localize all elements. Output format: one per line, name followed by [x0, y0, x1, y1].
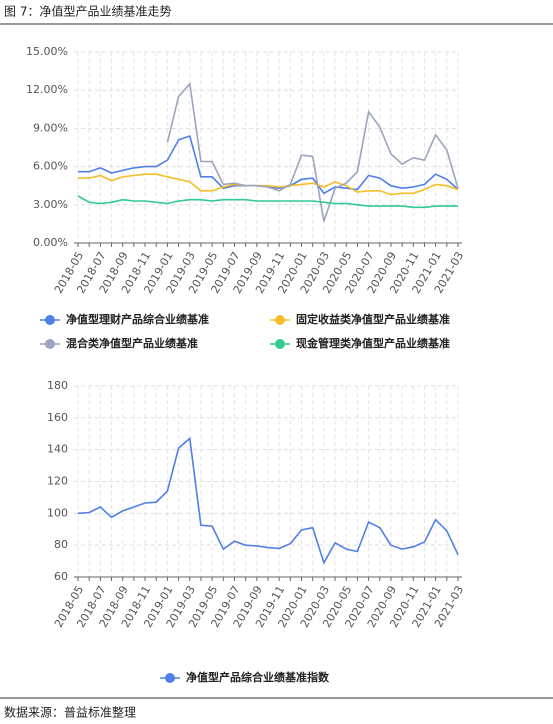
- y-tick-label: 160: [47, 411, 68, 424]
- legend-marker: [275, 339, 285, 349]
- y-tick-label: 15.00%: [26, 45, 68, 58]
- y-tick-label: 180: [47, 379, 68, 392]
- legend-label: 混合类净值型产品业绩基准: [66, 336, 198, 350]
- legend-marker: [45, 315, 55, 325]
- legend-marker: [275, 315, 285, 325]
- source: 数据来源：普益标准整理: [4, 705, 136, 720]
- y-tick-label: 80: [54, 538, 68, 551]
- legend-label: 净值型产品综合业绩基准指数: [186, 670, 330, 684]
- legend-marker: [45, 339, 55, 349]
- series-line: [77, 436, 459, 565]
- series-line: [78, 173, 459, 196]
- legend-marker: [165, 673, 175, 683]
- page-title: 图 7：净值型产品业绩基准走势: [4, 4, 171, 19]
- y-tick-label: 120: [47, 475, 68, 488]
- y-tick-label: 12.00%: [26, 83, 68, 96]
- series-line: [77, 195, 458, 209]
- y-tick-label: 100: [47, 506, 68, 519]
- legend-label: 固定收益类净值型产品业绩基准: [296, 312, 450, 326]
- legend-label: 现金管理类净值型产品业绩基准: [296, 336, 450, 350]
- y-tick-label: 9.00%: [33, 121, 68, 134]
- y-tick-label: 0.00%: [33, 236, 68, 249]
- y-tick-label: 6.00%: [33, 160, 68, 173]
- y-tick-label: 140: [47, 443, 68, 456]
- series-line: [166, 81, 459, 222]
- y-tick-label: 3.00%: [33, 198, 68, 211]
- legend-label: 净值型理财产品综合业绩基准: [66, 312, 209, 326]
- y-tick-label: 60: [54, 570, 68, 583]
